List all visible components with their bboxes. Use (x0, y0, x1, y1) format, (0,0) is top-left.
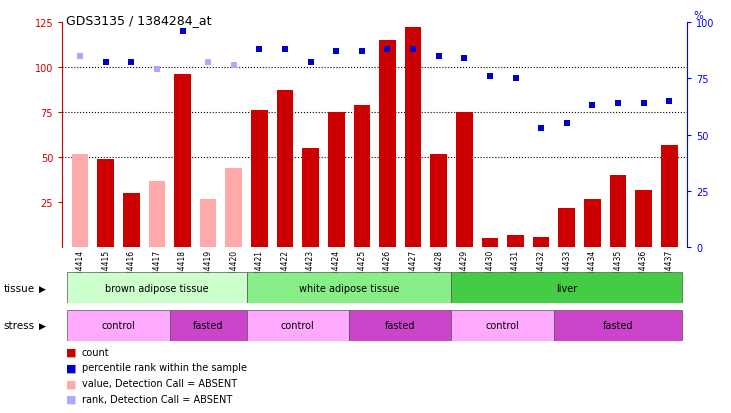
Text: fasted: fasted (193, 320, 224, 330)
Text: control: control (281, 320, 314, 330)
Bar (349, 310, 452, 341)
Text: ■: ■ (66, 394, 76, 404)
Bar (554, 310, 682, 341)
Text: percentile rank within the sample: percentile rank within the sample (82, 363, 247, 373)
Bar (507, 235, 524, 248)
Bar (67, 273, 246, 304)
Bar (452, 273, 682, 304)
Text: ▶: ▶ (39, 284, 45, 293)
Text: liver: liver (556, 283, 577, 293)
Bar (379, 41, 395, 248)
Bar (246, 310, 349, 341)
Bar (533, 237, 550, 248)
Bar (67, 310, 170, 341)
Text: control: control (486, 320, 520, 330)
Text: rank, Detection Call = ABSENT: rank, Detection Call = ABSENT (82, 394, 232, 404)
Text: control: control (102, 320, 135, 330)
Bar (303, 149, 319, 248)
Bar (405, 28, 421, 248)
Bar (170, 310, 246, 341)
Bar (584, 199, 601, 248)
Bar (431, 154, 447, 248)
Text: ■: ■ (66, 363, 76, 373)
Text: white adipose tissue: white adipose tissue (299, 283, 399, 293)
Bar (610, 176, 626, 248)
Text: count: count (82, 347, 110, 357)
Bar (661, 145, 678, 248)
Bar (200, 199, 216, 248)
Bar (97, 159, 114, 248)
Bar (251, 111, 268, 248)
Text: %: % (694, 10, 703, 21)
Text: fasted: fasted (385, 320, 415, 330)
Text: stress: stress (4, 320, 35, 330)
Bar (225, 169, 242, 248)
Bar (148, 181, 165, 248)
Bar (123, 194, 140, 248)
Text: brown adipose tissue: brown adipose tissue (105, 283, 209, 293)
Text: value, Detection Call = ABSENT: value, Detection Call = ABSENT (82, 378, 237, 388)
Bar (246, 273, 452, 304)
Text: ■: ■ (66, 347, 76, 357)
Bar (328, 113, 344, 248)
Bar (72, 154, 88, 248)
Text: ■: ■ (66, 378, 76, 388)
Bar (354, 106, 370, 248)
Text: GDS3135 / 1384284_at: GDS3135 / 1384284_at (66, 14, 211, 27)
Bar (635, 190, 652, 248)
Text: tissue: tissue (4, 283, 35, 293)
Bar (558, 208, 575, 248)
Bar (174, 75, 191, 248)
Bar (452, 310, 554, 341)
Text: fasted: fasted (603, 320, 633, 330)
Text: ▶: ▶ (39, 321, 45, 330)
Bar (482, 239, 499, 248)
Bar (276, 91, 293, 248)
Bar (456, 113, 473, 248)
